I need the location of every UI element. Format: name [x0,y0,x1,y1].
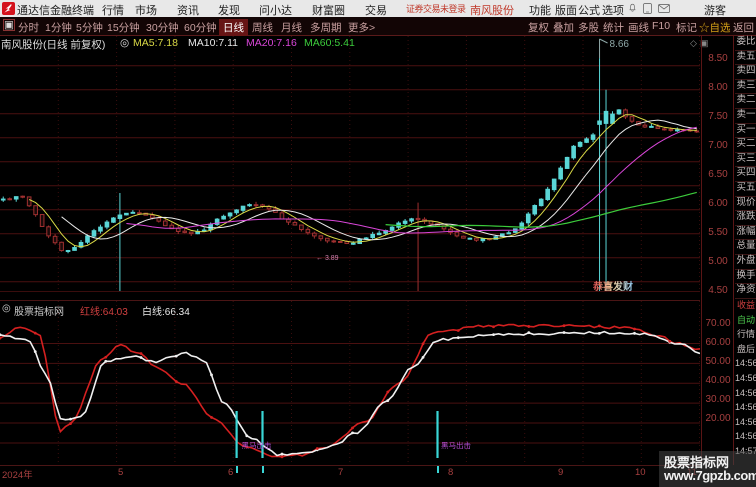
svg-text:← 3.89: ← 3.89 [316,255,339,262]
svg-text:黑马出击: 黑马出击 [441,440,471,450]
svg-text:黑马出击: 黑马出击 [242,440,272,450]
